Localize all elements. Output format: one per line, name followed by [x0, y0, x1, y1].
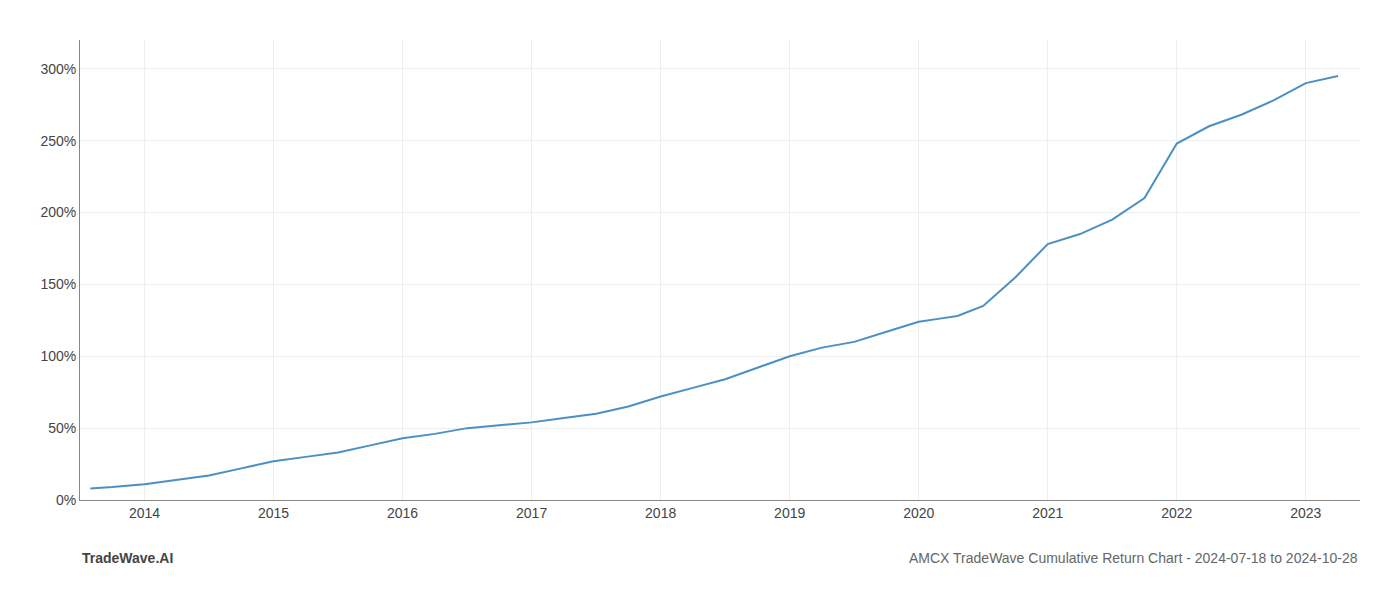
svg-text:2021: 2021 [1032, 505, 1063, 521]
svg-text:2014: 2014 [129, 505, 160, 521]
svg-text:2022: 2022 [1161, 505, 1192, 521]
svg-text:TradeWave.AI: TradeWave.AI [82, 550, 173, 566]
svg-text:2018: 2018 [645, 505, 676, 521]
svg-text:0%: 0% [56, 492, 76, 508]
svg-text:50%: 50% [48, 420, 76, 436]
svg-text:2023: 2023 [1290, 505, 1321, 521]
svg-text:2015: 2015 [258, 505, 289, 521]
svg-text:2016: 2016 [387, 505, 418, 521]
svg-text:AMCX TradeWave Cumulative Retu: AMCX TradeWave Cumulative Return Chart -… [909, 550, 1358, 566]
svg-text:100%: 100% [40, 348, 76, 364]
svg-text:300%: 300% [40, 61, 76, 77]
svg-text:150%: 150% [40, 276, 76, 292]
svg-text:250%: 250% [40, 133, 76, 149]
svg-text:2017: 2017 [516, 505, 547, 521]
svg-text:200%: 200% [40, 204, 76, 220]
svg-text:2019: 2019 [774, 505, 805, 521]
svg-text:2020: 2020 [903, 505, 934, 521]
